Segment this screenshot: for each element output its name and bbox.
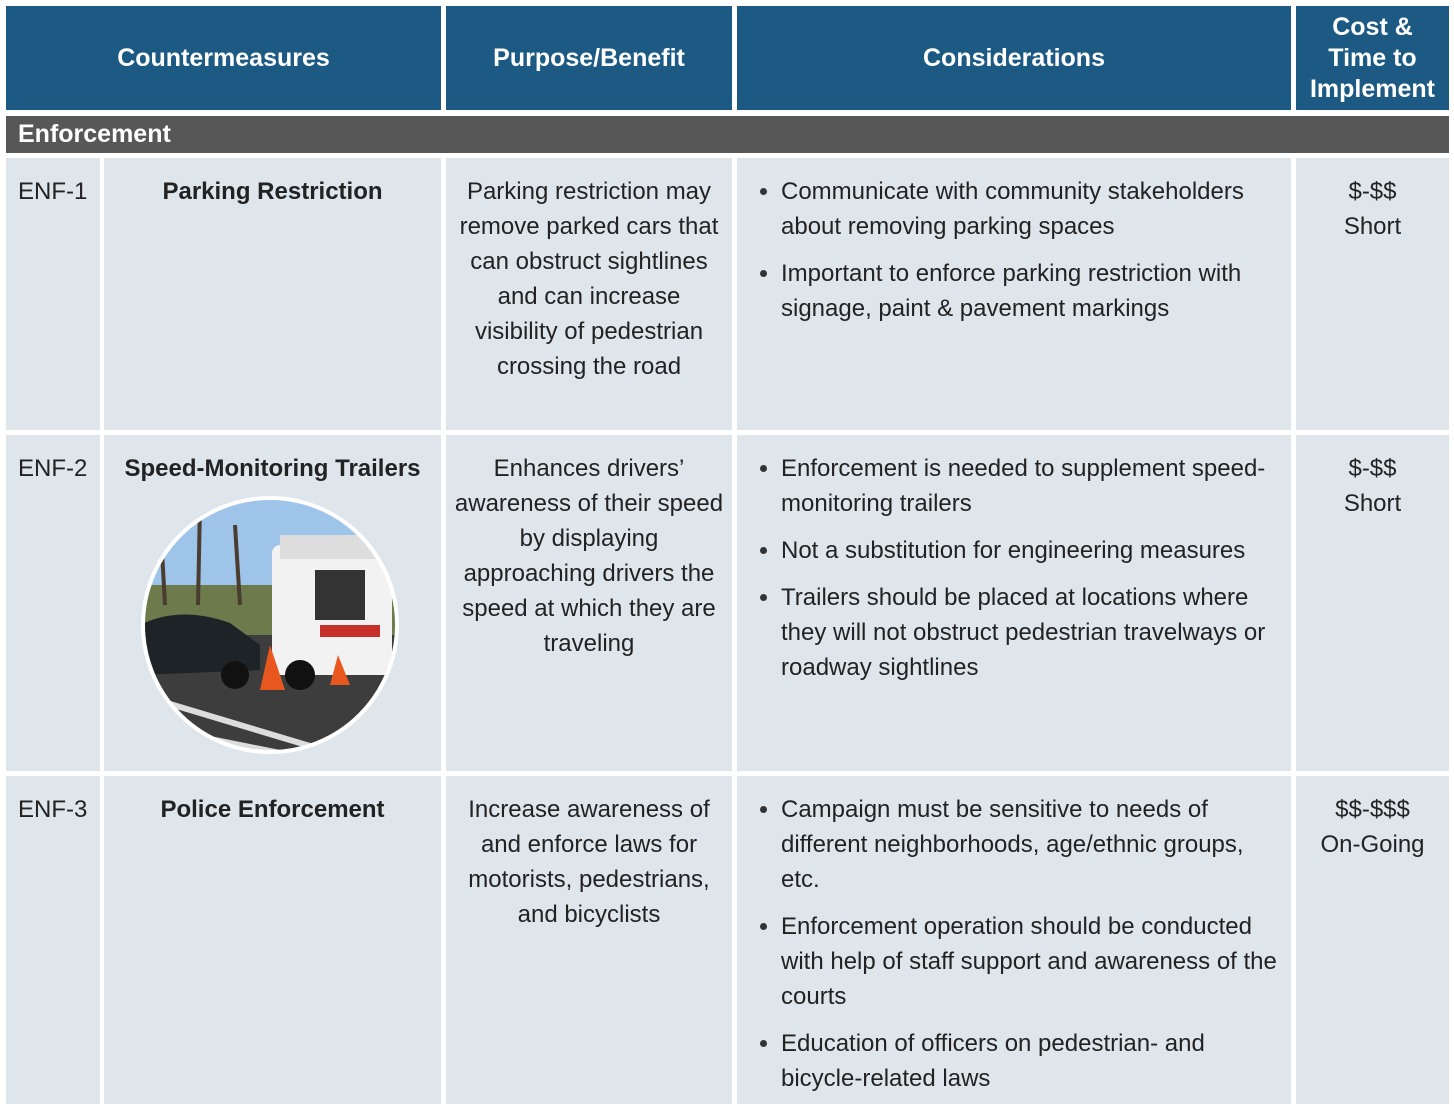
consideration-list: Enforcement is needed to supplement spee… [737,451,1281,685]
purpose: Increase awareness of and enforce laws f… [446,776,732,1104]
time: On-Going [1320,831,1425,858]
consideration: Enforcement operation should be conducte… [781,909,1281,1014]
cost-time: $-$$ Short [1296,158,1449,430]
section-title: Enforcement [6,116,1449,153]
column-header: Considerations [737,6,1291,110]
column-header: Purpose/Benefit [446,6,732,110]
cost: $-$$ [1348,178,1397,205]
row-id: ENF-3 [6,776,100,1104]
consideration-list: Communicate with community stakeholders … [737,174,1281,326]
column-header: Countermeasures [6,6,441,110]
consideration: Trailers should be placed at locations w… [781,580,1281,685]
considerations: Enforcement is needed to supplement spee… [737,435,1291,771]
considerations: Campaign must be sensitive to needs of d… [737,776,1291,1104]
consideration: Education of officers on pedestrian- and… [781,1026,1281,1096]
consideration: Important to enforce parking restriction… [781,256,1281,326]
consideration: Communicate with community stakeholders … [781,174,1281,244]
consideration-list: Campaign must be sensitive to needs of d… [737,792,1281,1096]
cost: $-$$ [1348,455,1397,482]
time: Short [1343,490,1402,517]
photo [141,496,399,754]
countermeasure-name: Police Enforcement [104,776,441,1104]
purpose: Parking restriction may remove parked ca… [446,158,732,430]
considerations: Communicate with community stakeholders … [737,158,1291,430]
row-id: ENF-1 [6,158,100,430]
time: Short [1343,213,1402,240]
column-header: Cost & Time to Implement [1296,6,1449,110]
countermeasure-name: Parking Restriction [104,158,441,430]
countermeasure-name: Speed-Monitoring Trailers [104,435,441,771]
cost-time: $$-$$$ On-Going [1296,776,1449,1104]
consideration: Enforcement is needed to supplement spee… [781,451,1281,521]
consideration: Campaign must be sensitive to needs of d… [781,792,1281,897]
cost: $$-$$$ [1335,796,1410,823]
cost-time: $-$$ Short [1296,435,1449,771]
purpose: Enhances drivers’ awareness of their spe… [446,435,732,771]
row-id: ENF-2 [6,435,100,771]
consideration: Not a substitution for engineering measu… [781,533,1281,568]
